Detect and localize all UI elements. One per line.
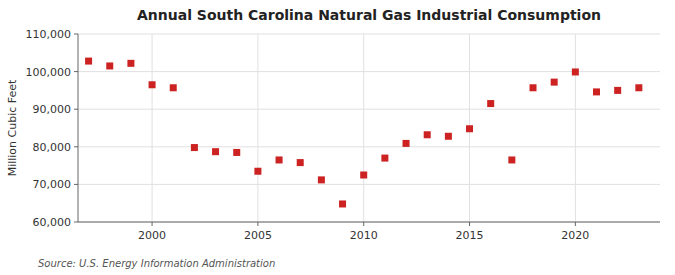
y-tick-label: 110,000: [26, 28, 72, 41]
grid-line-y: [78, 34, 660, 35]
point: [318, 176, 325, 183]
point: [487, 100, 494, 107]
x-tick-label: 2015: [456, 229, 484, 242]
point: [233, 149, 240, 156]
x-tick-label: 2020: [561, 229, 589, 242]
point: [530, 84, 537, 91]
grid-line-x: [575, 34, 576, 222]
source-note: Source: U.S. Energy Information Administ…: [38, 258, 275, 269]
y-tick-label: 100,000: [26, 66, 72, 79]
point: [170, 84, 177, 91]
points: [85, 58, 642, 208]
point: [445, 133, 452, 140]
chart: Annual South Carolina Natural Gas Indust…: [0, 0, 675, 275]
point: [381, 155, 388, 162]
y-tick: [74, 71, 78, 72]
y-tick-label: 90,000: [33, 103, 72, 116]
point: [85, 58, 92, 65]
x-tick: [575, 222, 576, 226]
point: [572, 68, 579, 75]
point: [593, 88, 600, 95]
title: Annual South Carolina Natural Gas Indust…: [137, 7, 601, 23]
point: [635, 84, 642, 91]
point: [212, 148, 219, 155]
grid-line-x: [363, 34, 364, 222]
y-tick: [74, 34, 78, 35]
y-tick: [74, 109, 78, 110]
grid-line-y: [78, 184, 660, 185]
point: [106, 62, 113, 69]
point: [149, 81, 156, 88]
x-tick-label: 2005: [244, 229, 272, 242]
x-tick: [469, 222, 470, 226]
point: [276, 156, 283, 163]
point: [191, 144, 198, 151]
y-tick: [74, 184, 78, 185]
point: [614, 87, 621, 94]
y-tick-label: 60,000: [33, 216, 72, 229]
grid-line-x: [257, 34, 258, 222]
y-axis-line: [78, 34, 79, 222]
x-tick-label: 2000: [138, 229, 166, 242]
x-tick: [257, 222, 258, 226]
y-axis-label: Million Cubic Feet: [6, 79, 19, 176]
point: [508, 156, 515, 163]
x-tick-label: 2010: [350, 229, 378, 242]
grid-line-y: [78, 109, 660, 110]
y-tick-label: 70,000: [33, 178, 72, 191]
y-tick: [74, 222, 78, 223]
point: [551, 79, 558, 86]
y-tick-label: 80,000: [33, 141, 72, 154]
x-tick: [363, 222, 364, 226]
grid-line-y: [78, 222, 660, 223]
point: [424, 131, 431, 138]
point: [339, 200, 346, 207]
point: [403, 140, 410, 147]
y-tick: [74, 146, 78, 147]
grid-line-x: [152, 34, 153, 222]
x-axis-line: [78, 222, 660, 223]
point: [127, 60, 134, 67]
grid: [78, 34, 660, 222]
point: [466, 125, 473, 132]
point: [360, 172, 367, 179]
x-tick: [152, 222, 153, 226]
point: [254, 168, 261, 175]
point: [297, 159, 304, 166]
grid-line-y: [78, 146, 660, 147]
